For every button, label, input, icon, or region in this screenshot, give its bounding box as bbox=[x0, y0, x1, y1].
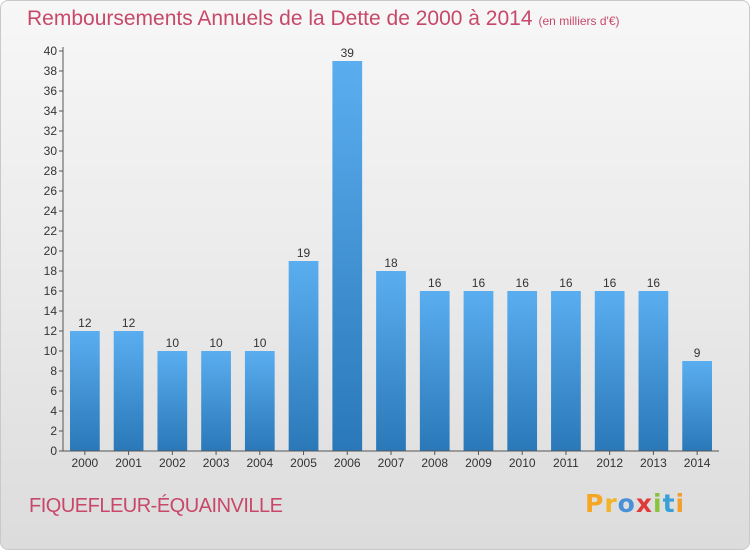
logo-letter: t bbox=[662, 489, 676, 518]
y-tick-label: 36 bbox=[44, 84, 58, 98]
bar bbox=[157, 351, 188, 451]
bar bbox=[69, 331, 100, 451]
bar-value-label: 18 bbox=[384, 256, 398, 270]
bar-value-label: 19 bbox=[297, 246, 311, 260]
bar-value-label: 16 bbox=[516, 276, 530, 290]
bar bbox=[376, 271, 406, 451]
bar-value-label: 12 bbox=[78, 316, 92, 330]
y-tick-label: 32 bbox=[44, 124, 58, 138]
y-tick-label: 0 bbox=[50, 444, 57, 458]
logo-letter: r bbox=[604, 489, 618, 518]
bar-value-label: 16 bbox=[559, 276, 573, 290]
bar-value-label: 12 bbox=[122, 316, 136, 330]
x-tick-label: 2005 bbox=[290, 456, 317, 470]
x-tick-label: 2003 bbox=[203, 456, 230, 470]
x-tick-label: 2006 bbox=[334, 456, 361, 470]
x-tick-label: 2004 bbox=[246, 456, 273, 470]
y-tick-label: 20 bbox=[44, 244, 58, 258]
x-tick-label: 2009 bbox=[465, 456, 492, 470]
x-tick-label: 2001 bbox=[115, 456, 142, 470]
x-tick-label: 2007 bbox=[378, 456, 405, 470]
x-tick-label: 2013 bbox=[640, 456, 667, 470]
x-tick-label: 2011 bbox=[553, 456, 579, 470]
y-tick-label: 10 bbox=[44, 344, 58, 358]
logo-letter: P bbox=[585, 489, 605, 518]
y-tick-label: 6 bbox=[50, 384, 57, 398]
bar-value-label: 39 bbox=[341, 46, 355, 60]
bar bbox=[463, 291, 494, 451]
y-tick-label: 12 bbox=[44, 324, 58, 338]
x-tick-label: 2008 bbox=[421, 456, 448, 470]
y-tick-label: 28 bbox=[44, 164, 58, 178]
y-tick-label: 26 bbox=[44, 184, 58, 198]
bar bbox=[244, 351, 275, 451]
logo-letter: i bbox=[653, 489, 663, 518]
y-tick-label: 40 bbox=[44, 44, 58, 58]
x-tick-label: 2010 bbox=[509, 456, 536, 470]
y-tick-label: 16 bbox=[44, 284, 58, 298]
logo-letter: i bbox=[675, 489, 686, 518]
y-tick-label: 38 bbox=[44, 64, 58, 78]
bar-value-label: 9 bbox=[694, 346, 701, 360]
y-tick-label: 14 bbox=[44, 304, 58, 318]
y-tick-label: 4 bbox=[50, 404, 57, 418]
chart-title-text: Remboursements Annuels de la Dette de 20… bbox=[27, 7, 533, 30]
y-tick-label: 24 bbox=[44, 204, 58, 218]
bar bbox=[419, 291, 450, 451]
x-axis: 2000 2001 2002 2003 2004 2005 2006 2007 2008 2009… bbox=[63, 450, 719, 470]
bar bbox=[113, 331, 144, 451]
bar bbox=[332, 61, 363, 451]
y-tick-label: 34 bbox=[44, 104, 58, 118]
bar bbox=[201, 351, 231, 451]
bar-value-label: 10 bbox=[209, 336, 223, 350]
bar bbox=[507, 291, 538, 451]
x-tick-label: 2014 bbox=[684, 456, 711, 470]
bar-value-label: 10 bbox=[253, 336, 267, 350]
bars: 12 12 10 10 10 19 39 18 16 16 16 16 16 16 9 bbox=[69, 46, 713, 451]
bar-value-label: 16 bbox=[647, 276, 661, 290]
proxiti-logo: Proxiti bbox=[585, 489, 685, 518]
y-tick-label: 8 bbox=[50, 364, 57, 378]
y-tick-label: 2 bbox=[50, 424, 57, 438]
y-tick-label: 30 bbox=[44, 144, 58, 158]
commune-name: FIQUEFLEUR-ÉQUAINVILLE bbox=[29, 495, 283, 517]
y-tick-label: 18 bbox=[44, 264, 58, 278]
x-tick-label: 2000 bbox=[72, 456, 99, 470]
bar bbox=[551, 291, 581, 451]
bar bbox=[638, 291, 669, 451]
bar-value-label: 16 bbox=[603, 276, 617, 290]
bar bbox=[288, 261, 319, 451]
bar-value-label: 10 bbox=[166, 336, 180, 350]
x-tick-label: 2012 bbox=[596, 456, 623, 470]
logo-letter: x bbox=[635, 489, 653, 518]
bar-value-label: 16 bbox=[472, 276, 486, 290]
bar bbox=[594, 291, 625, 451]
chart-title: Remboursements Annuels de la Dette de 20… bbox=[27, 7, 620, 31]
bar-value-label: 16 bbox=[428, 276, 442, 290]
bar bbox=[682, 361, 713, 451]
y-tick-label: 22 bbox=[44, 224, 58, 238]
logo-letter: o bbox=[617, 489, 636, 518]
x-tick-label: 2002 bbox=[159, 456, 186, 470]
chart-unit: (en milliers d'€) bbox=[538, 14, 620, 28]
